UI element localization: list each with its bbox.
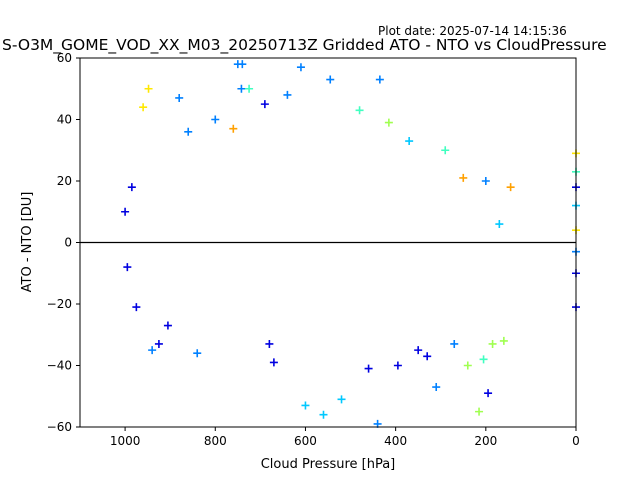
data-point — [475, 407, 484, 416]
y-tick-label: −40 — [47, 359, 72, 373]
data-point — [405, 137, 414, 146]
data-point — [211, 115, 220, 124]
data-point — [238, 60, 247, 69]
data-point — [260, 100, 269, 109]
x-tick-label: 600 — [294, 434, 317, 448]
x-axis-label: Cloud Pressure [hPa] — [261, 457, 396, 472]
data-point — [127, 183, 136, 192]
data-point — [506, 183, 515, 192]
data-point — [393, 361, 402, 370]
x-tick-label: 800 — [204, 434, 227, 448]
data-point — [296, 63, 305, 72]
x-tick-label: 1000 — [110, 434, 141, 448]
data-point — [375, 75, 384, 84]
data-point — [319, 410, 328, 419]
data-point — [479, 355, 488, 364]
data-point — [148, 346, 157, 355]
data-point — [121, 207, 130, 216]
y-tick-label: 60 — [57, 51, 72, 65]
data-points — [121, 60, 580, 428]
data-point — [499, 336, 508, 345]
data-point — [450, 339, 459, 348]
y-axis-label: ATO - NTO [DU] — [20, 192, 35, 293]
data-point — [184, 127, 193, 136]
data-point — [139, 103, 148, 112]
data-point — [384, 118, 393, 127]
data-point — [265, 339, 274, 348]
x-tick-label: 400 — [384, 434, 407, 448]
data-point — [269, 358, 278, 367]
x-tick-label: 0 — [572, 434, 580, 448]
data-point — [355, 106, 364, 115]
data-point — [283, 90, 292, 99]
data-point — [301, 401, 310, 410]
data-point — [441, 146, 450, 155]
chart-title: S-O3M_GOME_VOD_XX_M03_20250713Z Gridded … — [2, 36, 607, 55]
data-point — [245, 84, 254, 93]
y-tick-label: 20 — [57, 174, 72, 188]
data-point — [423, 352, 432, 361]
data-point — [229, 124, 238, 133]
y-tick-label: 40 — [57, 113, 72, 127]
y-tick-label: −20 — [47, 297, 72, 311]
y-tick-label: 0 — [64, 236, 72, 250]
data-point — [154, 339, 163, 348]
data-point — [123, 263, 132, 272]
data-point — [463, 361, 472, 370]
data-point — [364, 364, 373, 373]
data-point — [484, 389, 493, 398]
data-point — [163, 321, 172, 330]
data-point — [459, 173, 468, 182]
data-point — [132, 303, 141, 312]
data-point — [326, 75, 335, 84]
x-axis-ticks: 1000 800 600 400 200 0 — [110, 427, 580, 448]
data-point — [144, 84, 153, 93]
data-point — [488, 339, 497, 348]
plot-date: Plot date: 2025-07-14 14:15:36 — [378, 24, 567, 38]
data-point — [481, 177, 490, 185]
data-point — [414, 346, 423, 355]
x-tick-label: 200 — [474, 434, 497, 448]
data-point — [237, 84, 246, 93]
data-point — [337, 395, 346, 404]
data-point — [432, 383, 441, 392]
data-point — [175, 93, 184, 102]
data-point — [495, 220, 504, 229]
y-tick-label: −60 — [47, 420, 72, 434]
data-point — [193, 349, 202, 358]
y-axis-ticks: −60 −40 −20 0 20 40 60 — [47, 51, 80, 434]
